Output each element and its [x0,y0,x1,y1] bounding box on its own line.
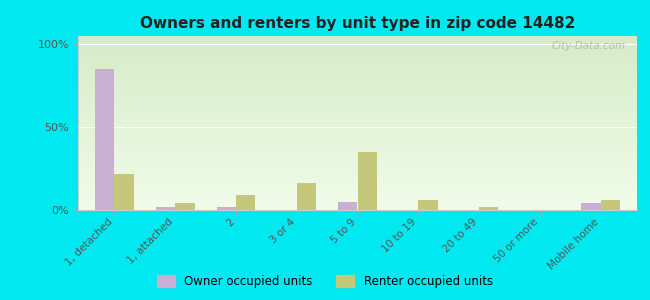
Bar [338,202,358,210]
Bar [95,69,114,210]
Bar [156,207,176,210]
Bar [236,195,255,210]
Bar [114,173,134,210]
Bar [418,200,437,210]
Bar [297,184,316,210]
Bar [479,207,499,210]
Title: Owners and renters by unit type in zip code 14482: Owners and renters by unit type in zip c… [140,16,575,31]
Bar [601,200,620,210]
Bar [358,152,377,210]
Bar [176,203,194,210]
Bar [581,203,601,210]
Text: City-Data.com: City-Data.com [552,41,626,51]
Legend: Owner occupied units, Renter occupied units: Owner occupied units, Renter occupied un… [157,275,493,288]
Bar [216,207,236,210]
